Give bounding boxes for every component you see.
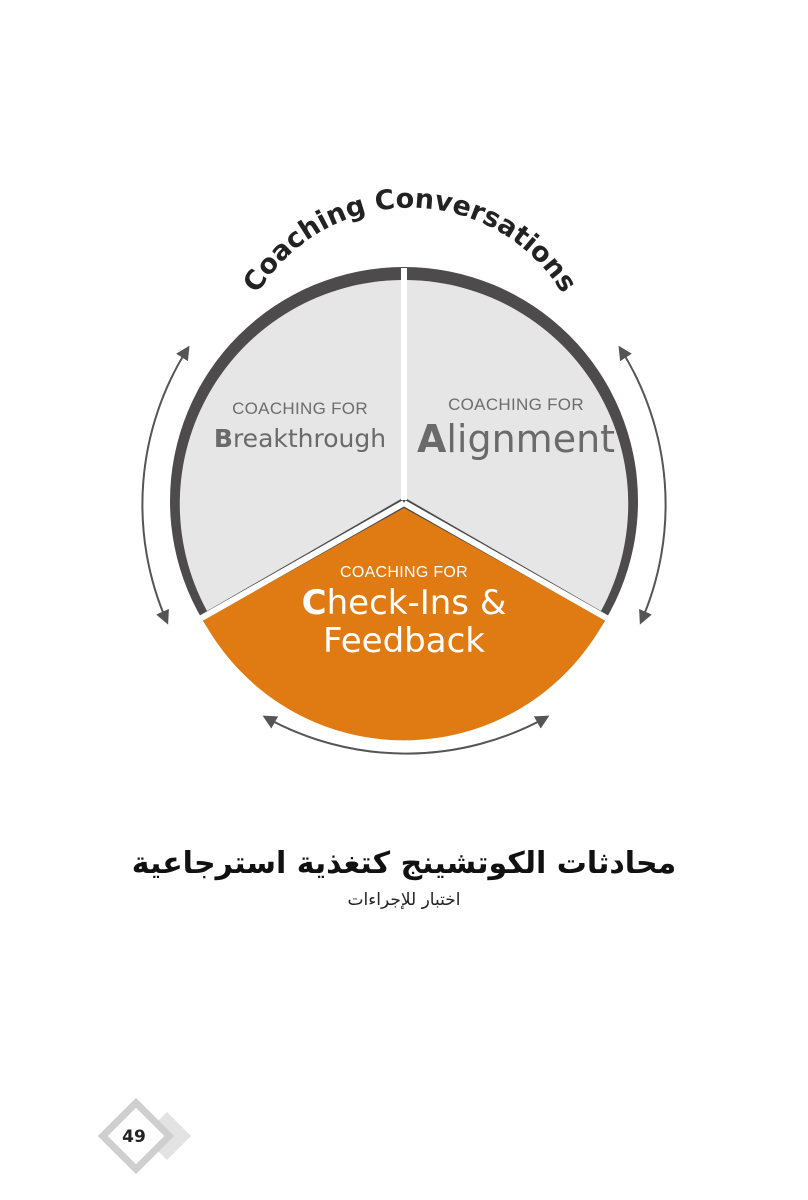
segment-breakthrough: [179, 280, 401, 611]
checkins-label-line2: Feedback: [323, 621, 485, 661]
breakthrough-small-label: COACHING FOR: [232, 399, 368, 418]
alignment-label: Alignment: [417, 417, 615, 461]
checkins-small-label: COACHING FOR: [340, 564, 468, 581]
divider-right: [402, 500, 612, 623]
segment-checkins: [203, 508, 605, 741]
right-cycle-arrow: [618, 345, 667, 625]
bottom-cycle-arrow: [262, 715, 550, 755]
divider-left: [196, 500, 406, 623]
caption-subtitle: اختبار للإجراءات: [347, 890, 461, 910]
page-number-badge: 49: [97, 1097, 192, 1175]
caption-title: محادثات الكوتشينج كتغذية استرجاعية: [131, 846, 677, 881]
page-number: 49: [122, 1127, 146, 1147]
segment-alignment: [407, 280, 629, 611]
checkins-label-line1: Check-Ins &: [302, 583, 507, 623]
alignment-small-label: COACHING FOR: [448, 395, 584, 414]
left-cycle-arrow: [141, 345, 190, 625]
breakthrough-label: Breakthrough: [214, 424, 386, 453]
